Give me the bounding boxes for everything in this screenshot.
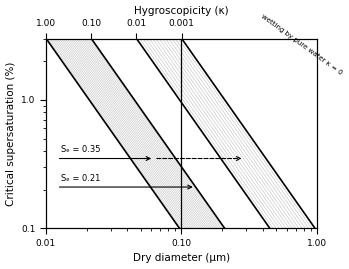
Text: wetting by pure water κ = 0: wetting by pure water κ = 0 xyxy=(260,13,343,76)
Text: Sₑ = 0.35: Sₑ = 0.35 xyxy=(61,145,101,154)
X-axis label: Hygroscopicity (κ): Hygroscopicity (κ) xyxy=(134,6,229,16)
Text: Sₑ = 0.21: Sₑ = 0.21 xyxy=(61,174,101,183)
X-axis label: Dry diameter (μm): Dry diameter (μm) xyxy=(133,253,230,263)
Y-axis label: Critical supersaturation (%): Critical supersaturation (%) xyxy=(6,61,16,206)
